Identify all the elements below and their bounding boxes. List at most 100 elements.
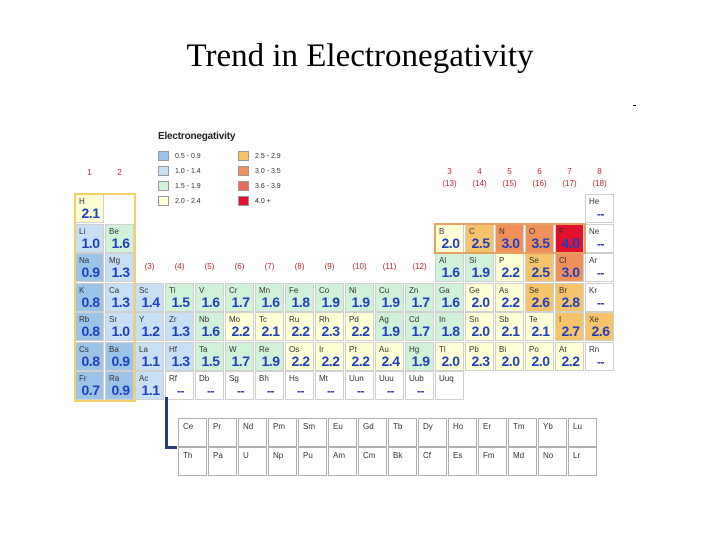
f-block-cell: Cm: [358, 447, 387, 476]
element-symbol: Sb: [499, 315, 509, 324]
element-cell: Re 1.9: [255, 341, 284, 371]
element-cell: Rf --: [165, 371, 194, 400]
element-symbol: Fr: [79, 374, 87, 383]
element-symbol: Cl: [559, 256, 567, 265]
electronegativity-value: 1.6: [201, 323, 220, 339]
legend-item: 2.5 - 2.9: [238, 150, 281, 162]
element-symbol: Np: [273, 451, 284, 460]
electronegativity-value: 3.0: [501, 234, 520, 251]
element-symbol: N: [499, 226, 505, 236]
electronegativity-value: 2.6: [591, 323, 610, 339]
element-cell: Br 2.8: [555, 282, 584, 312]
element-symbol: Ba: [109, 344, 119, 354]
legend-swatch: [158, 166, 169, 176]
group-label: 6: [537, 167, 542, 176]
element-cell: Sc 1.4: [135, 282, 164, 312]
electronegativity-value: 2.0: [471, 293, 490, 310]
element-cell: Ra 0.9: [105, 371, 134, 400]
element-cell: Sb 2.1: [495, 312, 524, 341]
element-symbol: Ar: [589, 256, 597, 265]
element-symbol: O: [529, 226, 536, 236]
element-symbol: I: [559, 315, 562, 324]
electronegativity-value: --: [267, 384, 275, 398]
element-symbol: Uun: [349, 374, 364, 383]
group-label: (5): [204, 262, 215, 271]
group-label: 5: [507, 167, 512, 176]
legend-swatch: [238, 181, 249, 191]
element-cell: Hf 1.3: [165, 341, 194, 371]
legend-swatch: [238, 166, 249, 176]
element-cell: C 2.5: [465, 223, 494, 253]
legend-label: 4.0 +: [255, 197, 271, 205]
electronegativity-value: --: [207, 384, 215, 398]
electronegativity-value: --: [597, 295, 605, 310]
element-cell: Ne --: [585, 223, 614, 253]
element-cell: I 2.7: [555, 312, 584, 341]
element-symbol: Na: [79, 256, 90, 265]
f-block-cell: Np: [268, 447, 297, 476]
element-symbol: Zr: [169, 315, 177, 324]
element-cell: Pt 2.2: [345, 341, 374, 371]
element-symbol: Cu: [379, 285, 390, 295]
element-cell: Ru 2.2: [285, 312, 314, 341]
element-cell: Os 2.2: [285, 341, 314, 371]
electronegativity-value: 1.9: [471, 264, 490, 280]
group-label: (3): [144, 262, 155, 271]
f-block-cell: Ho: [448, 418, 477, 447]
element-cell: Cd 1.7: [405, 312, 434, 341]
electronegativity-value: --: [237, 384, 245, 398]
element-cell: P 2.2: [495, 253, 524, 282]
element-symbol: Co: [319, 285, 330, 295]
block-outline: [74, 193, 136, 402]
element-symbol: La: [139, 344, 148, 354]
electronegativity-value: 2.2: [351, 323, 370, 339]
element-symbol: Pr: [213, 422, 221, 431]
element-symbol: Bh: [259, 374, 269, 383]
element-symbol: Ge: [469, 285, 480, 295]
legend-swatch: [158, 181, 169, 191]
element-symbol: Nd: [243, 422, 254, 431]
f-block-cell: Fm: [478, 447, 507, 476]
element-symbol: Sg: [229, 374, 239, 383]
element-symbol: F: [559, 226, 564, 236]
element-symbol: Pm: [273, 422, 285, 431]
element-cell: Ac 1.1: [135, 371, 164, 400]
element-cell: Ni 1.9: [345, 282, 374, 312]
element-cell: Tl 2.0: [435, 341, 464, 371]
element-cell: Nb 1.6: [195, 312, 224, 341]
element-symbol: Hg: [409, 344, 420, 354]
element-cell: Bh --: [255, 371, 284, 400]
element-symbol: Be: [109, 226, 119, 236]
electronegativity-value: --: [597, 354, 605, 369]
element-cell: Kr --: [585, 282, 614, 312]
element-symbol: Lr: [573, 451, 581, 460]
group-label: (8): [294, 262, 305, 271]
electronegativity-value: 2.0: [441, 234, 460, 251]
electronegativity-value: --: [597, 207, 605, 221]
electronegativity-value: 2.1: [81, 205, 100, 221]
legend-title: Electronegativity: [158, 131, 236, 142]
element-symbol: Sc: [139, 285, 149, 295]
element-symbol: Rf: [169, 374, 177, 383]
element-cell: Cu 1.9: [375, 282, 404, 312]
f-block-cell: U: [238, 447, 267, 476]
element-symbol: Gd: [363, 422, 374, 431]
legend-swatch: [238, 196, 249, 206]
electronegativity-value: 1.9: [381, 323, 400, 339]
f-block-cell: Tb: [388, 418, 417, 447]
element-cell: Li 1.0: [75, 223, 104, 253]
element-symbol: In: [439, 315, 446, 324]
element-symbol: H: [79, 197, 85, 206]
element-cell: Bi 2.0: [495, 341, 524, 371]
element-cell: Ga 1.6: [435, 282, 464, 312]
element-symbol: C: [469, 226, 475, 236]
element-cell: H 2.1: [75, 194, 104, 223]
element-symbol: Li: [79, 226, 86, 236]
element-symbol: As: [499, 285, 509, 295]
element-symbol: Ga: [439, 285, 450, 295]
element-symbol: Tl: [439, 344, 446, 354]
element-cell: Mt --: [315, 371, 344, 400]
group-label: (18): [592, 179, 607, 188]
element-symbol: Sm: [303, 422, 315, 431]
element-symbol: At: [559, 344, 567, 354]
